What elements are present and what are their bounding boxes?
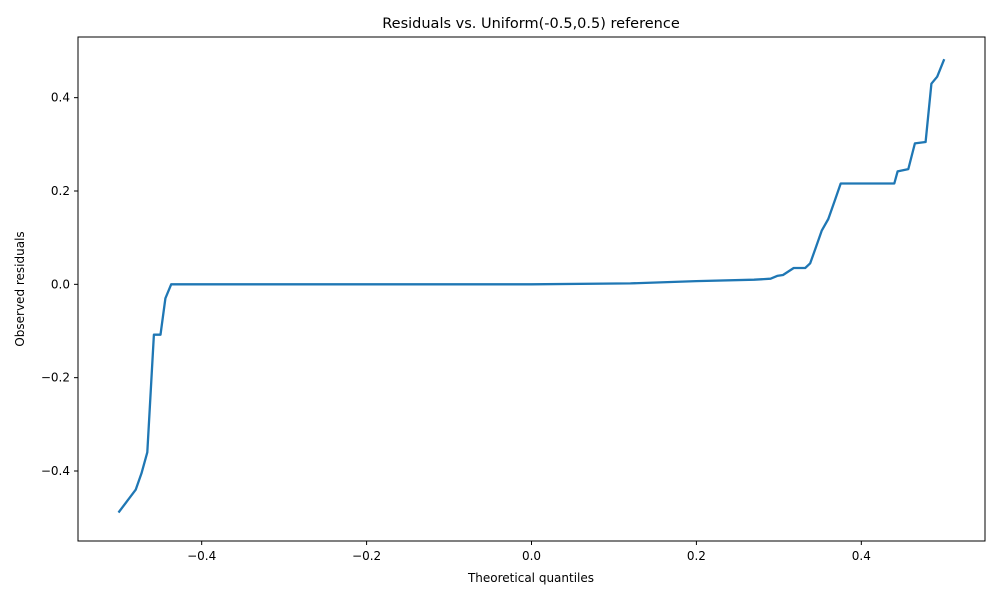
x-tick-label: −0.2	[352, 549, 381, 563]
y-axis: −0.4 −0.2 0.0 0.2 0.4	[41, 91, 78, 478]
x-axis: −0.4 −0.2 0.0 0.2 0.4	[187, 541, 871, 563]
y-tick-label: 0.0	[51, 277, 70, 291]
chart-title: Residuals vs. Uniform(-0.5,0.5) referenc…	[382, 16, 680, 32]
x-tick-label: −0.4	[187, 549, 216, 563]
plot-frame	[77, 36, 986, 542]
x-tick-label: 0.4	[852, 549, 871, 563]
x-tick-label: 0.0	[522, 549, 541, 563]
series-group	[117, 58, 946, 514]
series-line-0	[117, 58, 946, 514]
y-tick-label: 0.4	[51, 91, 70, 105]
y-tick-label: −0.4	[41, 464, 70, 478]
plot-area	[77, 36, 986, 542]
y-axis-label: Observed residuals	[13, 231, 27, 346]
x-axis-label: Theoretical quantiles	[467, 571, 594, 585]
y-tick-label: 0.2	[51, 184, 70, 198]
x-tick-label: 0.2	[687, 549, 706, 563]
y-tick-label: −0.2	[41, 371, 70, 385]
